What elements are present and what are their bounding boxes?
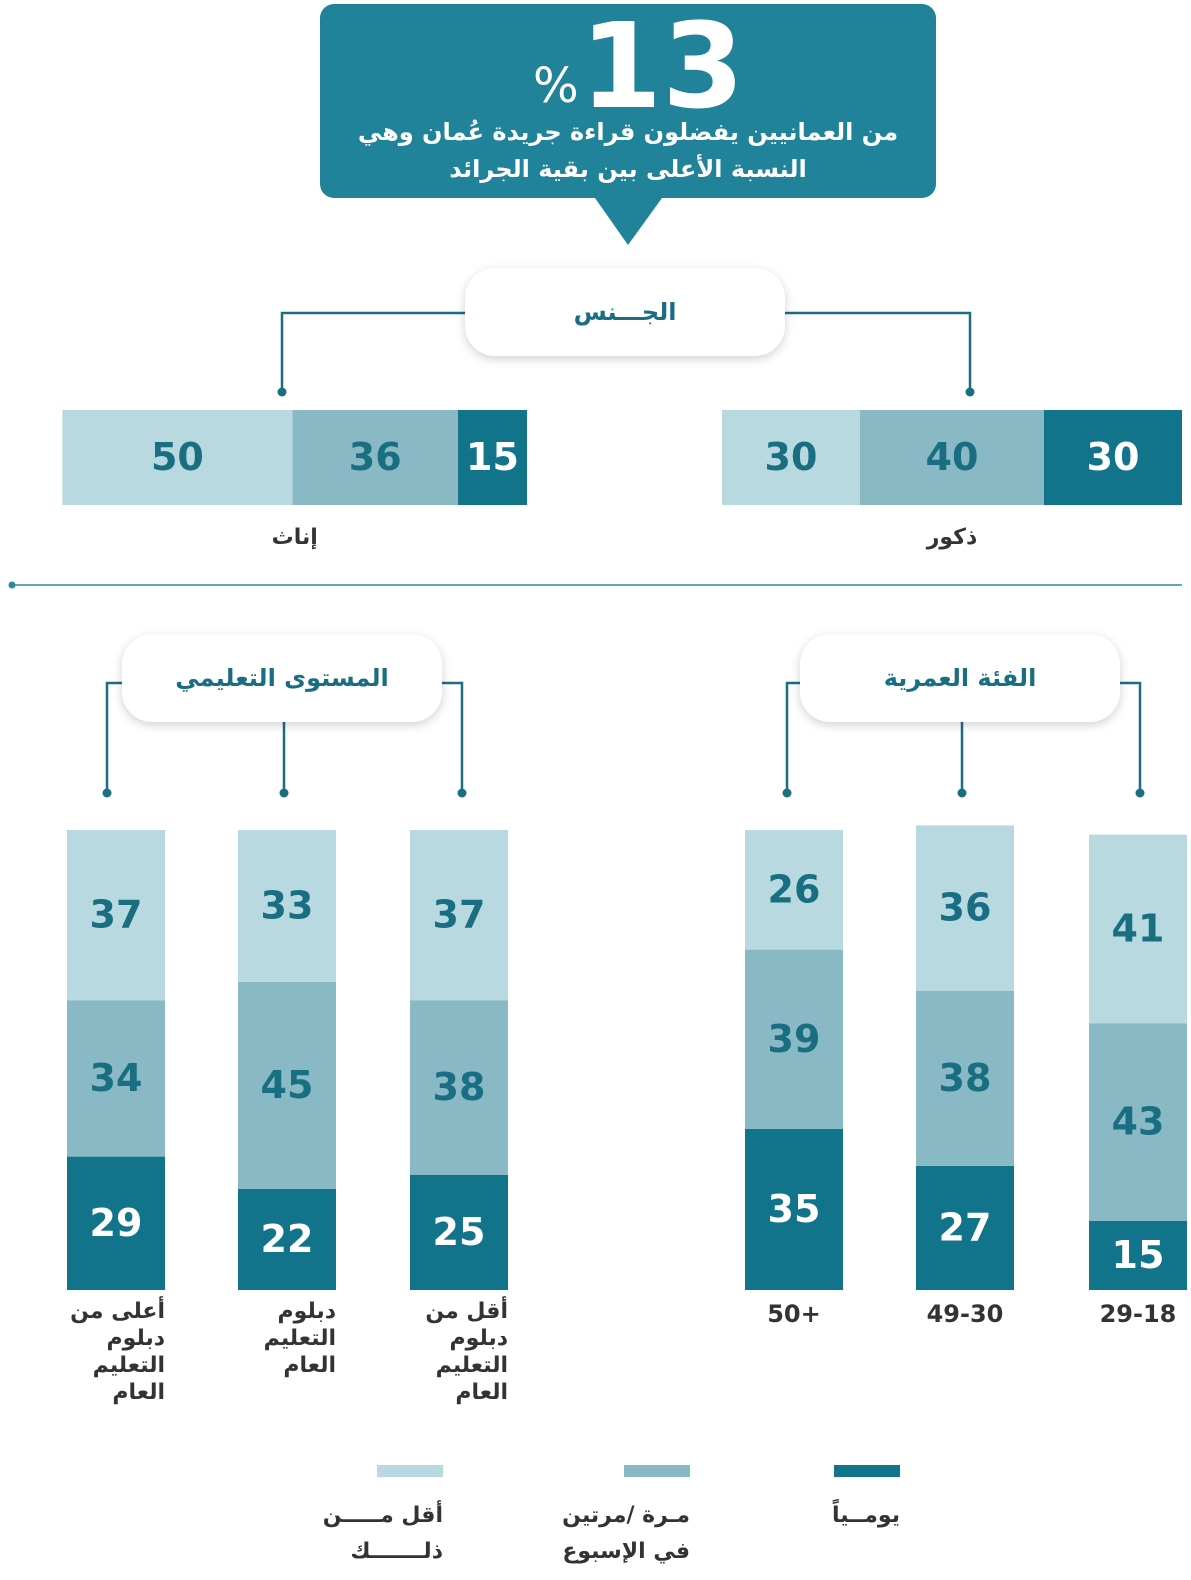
value-label: 27	[939, 1205, 992, 1249]
category-label: أقل من دبلوم التعليم العام	[425, 1299, 508, 1405]
bar-segment	[1089, 1023, 1187, 1221]
value-label: 15	[1112, 1233, 1165, 1277]
value-label: 38	[939, 1056, 992, 1100]
value-label: 37	[433, 893, 486, 937]
category-label: 49-30	[926, 1300, 1004, 1328]
category-label: دبلوم التعليم العام	[263, 1299, 336, 1378]
legend-label: مـرة /مرتين في الإسبوع	[562, 1503, 690, 1564]
bar-segment	[67, 830, 165, 1001]
bar-segment	[745, 1129, 843, 1290]
bar-segment	[458, 410, 527, 505]
bar-segment	[745, 830, 843, 950]
bar-segment	[745, 949, 843, 1129]
value-label: 30	[765, 435, 818, 479]
value-label: 36	[939, 886, 992, 930]
legend-swatch	[624, 1465, 690, 1477]
bar-segment	[410, 830, 508, 1001]
bar-segment	[916, 1165, 1014, 1290]
value-label: 36	[349, 435, 402, 479]
value-label: 39	[768, 1017, 821, 1061]
bar-segment	[238, 830, 336, 982]
value-label: 30	[1087, 435, 1140, 479]
bar-segment	[1044, 410, 1182, 505]
category-label: ذكور	[926, 525, 978, 550]
value-label: 29	[90, 1201, 143, 1245]
bar-segment	[916, 825, 1014, 991]
value-label: 37	[90, 893, 143, 937]
group-title: الجـــنس	[465, 268, 785, 356]
header-box	[320, 4, 936, 198]
header-line: النسبة الأعلى بين بقية الجرائد	[449, 155, 807, 183]
value-label: 22	[261, 1217, 314, 1261]
value-label: 26	[768, 867, 821, 911]
value-label: 15	[466, 435, 519, 479]
value-label: 45	[261, 1063, 314, 1107]
legend-swatch	[834, 1465, 900, 1477]
header-unit: %	[533, 58, 579, 114]
bar-segment	[238, 1188, 336, 1290]
bar-segment	[1089, 1221, 1187, 1290]
group-title: المستوى التعليمي	[122, 634, 442, 722]
bar-segment	[238, 981, 336, 1189]
bar-segment	[860, 410, 1044, 505]
bar-segment	[67, 1000, 165, 1157]
header-pointer	[595, 198, 662, 245]
value-label: 41	[1112, 906, 1165, 950]
group-title: الفئة العمرية	[800, 634, 1120, 722]
value-label: 43	[1112, 1100, 1165, 1144]
category-label: إناث	[271, 525, 318, 550]
value-label: 34	[90, 1056, 143, 1100]
value-label: 50	[151, 435, 204, 479]
value-label: 33	[261, 883, 314, 927]
category-label: أعلى من دبلوم التعليم العام	[70, 1299, 165, 1405]
header-number: 13	[580, 0, 745, 135]
header-line: من العمانيين يفضلون قراءة جريدة عُمان وه…	[357, 118, 899, 146]
bar-segment	[410, 1175, 508, 1290]
legend-label: يومــياً	[832, 1503, 900, 1528]
value-label: 35	[768, 1187, 821, 1231]
legend-swatch	[377, 1465, 443, 1477]
value-label: 40	[926, 435, 979, 479]
legend-label: أقل مـــــن ذلـــــــك	[322, 1503, 443, 1564]
bar-segment	[410, 1000, 508, 1175]
bar-segment	[1089, 834, 1187, 1024]
bar-segment	[292, 410, 458, 505]
bar-segment	[67, 1156, 165, 1290]
connector-dots	[102, 387, 1145, 798]
category-label: 50+	[767, 1300, 821, 1328]
bar-segment	[722, 410, 860, 505]
value-label: 25	[433, 1210, 486, 1254]
separator-dot	[8, 581, 16, 589]
bar-segment	[62, 410, 293, 505]
connectors	[105, 311, 1142, 793]
category-label: 29-18	[1099, 1300, 1177, 1328]
bar-segment	[916, 991, 1014, 1166]
value-label: 38	[433, 1065, 486, 1109]
